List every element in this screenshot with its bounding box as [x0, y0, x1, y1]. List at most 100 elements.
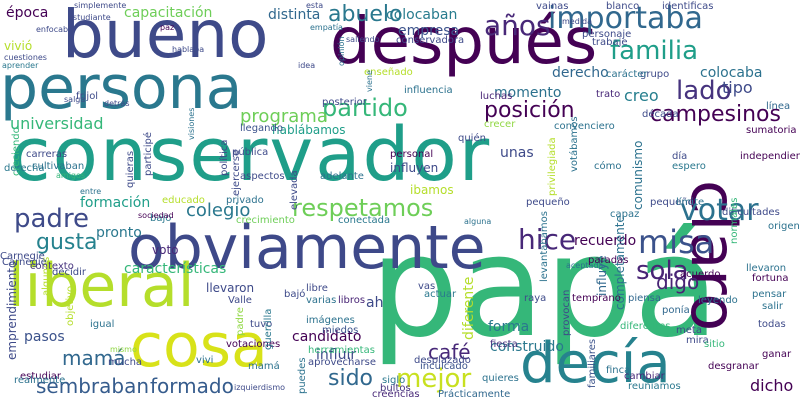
word: vivi [196, 355, 214, 366]
word: emprendimiento [5, 260, 19, 360]
word: capacitación [124, 5, 213, 21]
word: política [219, 139, 230, 176]
word: finca [606, 365, 631, 376]
word: normales [729, 197, 740, 244]
word: posición [484, 98, 575, 123]
word: ponía [662, 305, 690, 316]
word: años [484, 9, 551, 42]
word: formado [150, 374, 234, 398]
word: pronto [96, 225, 142, 241]
word: viene [365, 70, 374, 92]
word: dicho [750, 376, 794, 395]
word: independiente [740, 151, 800, 162]
word: colocaba [700, 65, 763, 81]
word: alguna [464, 217, 492, 226]
word: desplazado [414, 355, 471, 366]
word: mucha [108, 357, 143, 368]
word: pequeño [526, 197, 570, 208]
word: cultivaban [32, 161, 85, 172]
word: sembraban [36, 374, 150, 398]
word: bajó [284, 289, 306, 300]
word: vas [418, 281, 436, 292]
word: mamá [62, 346, 126, 370]
word: aprender [2, 61, 39, 70]
word: pequeño [650, 197, 694, 208]
word: características [124, 261, 227, 277]
word: vainas [536, 1, 569, 12]
word: colegio [186, 200, 251, 221]
word: izquierdismo [234, 383, 286, 392]
word: luchas [480, 91, 513, 102]
word: liberal [8, 251, 195, 321]
word: trato [596, 89, 621, 100]
word: levantábamos [539, 211, 550, 282]
word: grupo [640, 69, 670, 80]
word: aspectos [240, 171, 285, 182]
word: obviamente [128, 213, 486, 283]
word: abuelo [328, 2, 403, 27]
word: influyen [390, 161, 439, 175]
word: libre [306, 283, 328, 294]
word: piensa [628, 293, 661, 304]
word: voto [152, 243, 179, 257]
word: influencia [404, 85, 453, 96]
word: votaciones [226, 339, 281, 350]
word: partido [322, 94, 408, 122]
word: simplemente [74, 1, 127, 10]
word: sitio [704, 339, 725, 350]
word: personal [390, 149, 434, 160]
word: diferentes [620, 321, 671, 332]
word: amigos [56, 171, 86, 180]
word: varias [306, 295, 337, 306]
word: distinta [268, 7, 321, 23]
word: detrás [104, 99, 130, 108]
word: construido [490, 339, 564, 355]
word: guerrilla [263, 308, 274, 350]
word: importaba [548, 1, 703, 36]
word: mamá [248, 361, 280, 372]
word: comunismo [631, 140, 645, 210]
word: aceptada [566, 261, 604, 270]
word: espero [672, 161, 706, 172]
word: adelante [320, 171, 364, 182]
word: gusta [36, 230, 98, 255]
word: pensar [752, 289, 787, 300]
word: carácter [606, 69, 648, 80]
word: Valle [228, 295, 252, 306]
word: visiones [187, 107, 196, 140]
word: medida [562, 17, 592, 26]
word: ganar [762, 349, 792, 360]
word: miedos [322, 325, 359, 336]
word: unas [500, 145, 534, 161]
word: entre [80, 187, 102, 196]
word: conservador [10, 112, 492, 198]
word: dificultades [722, 207, 780, 218]
word: conectada [338, 215, 391, 226]
word: cambiar [624, 371, 665, 382]
word: lado [676, 76, 732, 106]
word: Carnegie [2, 257, 47, 268]
word: ejercerse [231, 149, 242, 196]
word: forma [488, 319, 530, 335]
word: paradas [588, 255, 629, 266]
word: cuestiones [4, 53, 47, 62]
word: padre [14, 204, 90, 234]
word: familiares [587, 338, 598, 388]
word: identificas [662, 1, 714, 12]
word: bajo [150, 213, 172, 224]
word: fortuna [752, 273, 789, 284]
word: aprovecharse [308, 357, 376, 368]
word: votar [680, 193, 759, 228]
word: mejor [396, 364, 472, 394]
word: desgranar [708, 361, 759, 372]
word: saliendo [346, 35, 380, 44]
word: conservadora [396, 35, 465, 46]
word: hablábamos [272, 123, 346, 137]
word: llegando [240, 123, 283, 134]
word: empatía [310, 23, 343, 32]
word: igual [90, 319, 115, 330]
word: privado [226, 195, 264, 206]
word: línea [766, 101, 791, 112]
word: provocan [561, 289, 572, 336]
word: crecer [484, 119, 516, 130]
